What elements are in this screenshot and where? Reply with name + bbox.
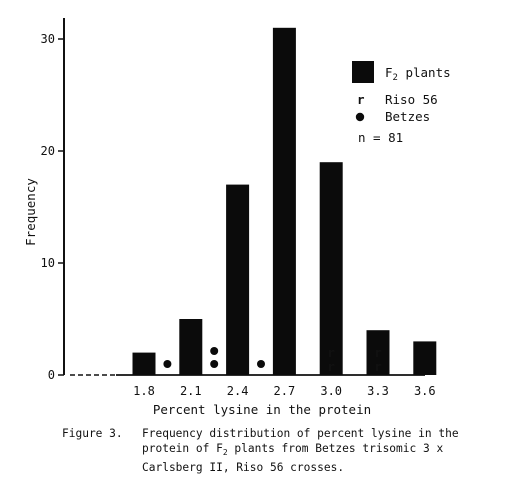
x-axis-title: Percent lysine in the protein: [153, 402, 371, 417]
x-tick-label: 1.8: [133, 384, 155, 398]
bars: [132, 27, 437, 376]
bar-f2-3.3: [366, 330, 390, 375]
bar-f2-2.7: [272, 27, 296, 376]
riso-marker-lower-3.0: r: [327, 359, 335, 374]
caption-line-3: Carlsberg II, Riso 56 crosses.: [142, 461, 345, 475]
bar-f2-3.0: [319, 162, 343, 375]
x-tick-label: 2.1: [180, 384, 202, 398]
y-axis-title: Frequency: [23, 178, 38, 246]
y-tick-label: 0: [48, 368, 55, 382]
legend-swatch-f2: [352, 61, 374, 83]
legend-r-marker: r: [357, 92, 365, 107]
legend-label-riso: Riso 56: [385, 92, 438, 107]
betzes-marker-1.95: [163, 360, 172, 368]
betzes-marker-2.55: [257, 360, 265, 368]
caption-line-2: protein of F2 plants from Betzes trisomi…: [142, 442, 444, 458]
bar-f2-1.8: [132, 352, 156, 375]
betzes-marker-2.25: [210, 360, 219, 368]
y-tick-label: 30: [41, 32, 55, 46]
x-tick-label: 3.3: [367, 384, 389, 398]
x-tick-label: 2.7: [274, 384, 296, 398]
legend-n-count: n = 81: [358, 130, 403, 145]
riso-marker-3.3: r: [374, 345, 382, 360]
caption-label: Figure 3.: [62, 427, 123, 440]
legend-label-betzes: Betzes: [385, 109, 430, 124]
betzes-marker-2.25-upper: [210, 347, 219, 355]
x-tick-label: 2.4: [227, 384, 249, 398]
caption-line-1: Frequency distribution of percent lysine…: [142, 427, 459, 440]
legend-label-f2: F2 plants: [385, 65, 451, 83]
y-tick-label: 20: [41, 144, 55, 158]
bar-f2-3.6: [413, 341, 437, 375]
riso-marker-3.0: r: [327, 345, 335, 360]
bar-f2-2.4: [226, 184, 250, 375]
legend: F2 plants r Riso 56 Betzes n = 81: [352, 61, 451, 145]
x-tick-label: 3.0: [320, 384, 342, 398]
caption-body: Frequency distribution of percent lysine…: [142, 426, 492, 475]
bar-f2-2.1: [179, 319, 203, 375]
riso-marker-lower-3.3: r: [374, 359, 382, 374]
x-tick-label: 3.6: [414, 384, 436, 398]
tick-labels: 0 10 20 30 1.8 2.1 2.4 2.7 3.0 3.3 3.6: [41, 32, 436, 398]
y-tick-label: 10: [41, 256, 55, 270]
legend-dot-marker: [355, 112, 365, 122]
